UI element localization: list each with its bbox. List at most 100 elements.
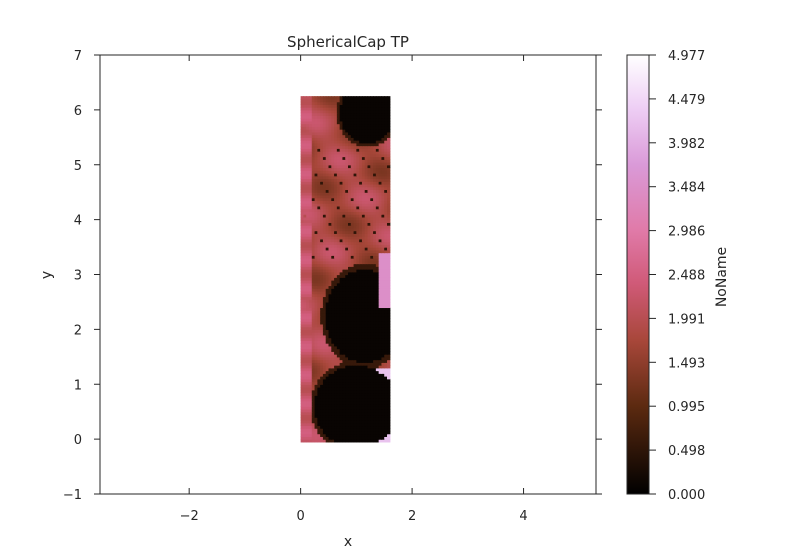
heatmap-cell — [336, 142, 341, 147]
heatmap-cell — [320, 299, 324, 303]
heatmap-cell — [320, 211, 324, 215]
heatmap-cell — [336, 397, 341, 402]
heatmap-cell — [356, 153, 360, 158]
heatmap-cell — [306, 332, 310, 336]
heatmap-cell — [317, 104, 321, 108]
heatmap-cell — [373, 178, 377, 182]
heatmap-cell — [350, 214, 355, 218]
heatmap-cell — [331, 354, 335, 358]
heatmap-cell — [314, 249, 318, 254]
heatmap-cell — [370, 321, 374, 325]
heatmap-cell — [387, 120, 391, 125]
heatmap-cell — [339, 118, 344, 122]
heatmap-cell — [300, 269, 305, 273]
heatmap-cell — [320, 255, 324, 259]
heatmap-cell — [364, 367, 369, 372]
heatmap-cell — [373, 354, 377, 358]
heatmap-cell — [339, 277, 344, 281]
heatmap-cell — [359, 279, 363, 284]
heatmap-cell — [375, 211, 380, 215]
heatmap-cell — [370, 365, 374, 369]
heatmap-cell — [387, 348, 391, 352]
heatmap-cell — [353, 183, 357, 188]
heatmap-cell — [364, 282, 369, 287]
heatmap-cell — [311, 356, 316, 361]
heatmap-cell — [303, 211, 307, 215]
heatmap-cell — [373, 378, 377, 383]
heatmap-cell — [353, 159, 357, 163]
heatmap-cell — [345, 301, 349, 306]
heatmap-cell — [384, 162, 388, 166]
heatmap-cell — [384, 247, 388, 251]
heatmap-cell — [361, 109, 366, 114]
heatmap-cell — [364, 244, 369, 248]
heatmap-cell — [322, 271, 327, 276]
heatmap-cell — [317, 340, 321, 344]
heatmap-cell — [320, 282, 324, 287]
heatmap-cell — [367, 378, 371, 383]
heatmap-cell — [373, 236, 377, 240]
heatmap-cell — [320, 365, 324, 369]
heatmap-cell — [348, 315, 352, 319]
heatmap-cell — [361, 356, 366, 361]
heatmap-cell — [328, 205, 332, 210]
heatmap-cell — [375, 373, 380, 377]
heatmap-cell — [370, 389, 374, 394]
heatmap-cell — [334, 137, 338, 141]
heatmap-cell — [306, 417, 310, 421]
heatmap-cell — [370, 351, 374, 355]
heatmap-cell — [339, 301, 344, 306]
heatmap-cell — [348, 194, 352, 199]
heatmap-cell — [308, 167, 313, 171]
heatmap-cell — [322, 408, 327, 413]
heatmap-cell — [364, 351, 369, 355]
heatmap-cell — [303, 356, 307, 361]
heatmap-cell — [336, 172, 341, 177]
heatmap-cell — [311, 216, 316, 221]
heatmap-cell — [353, 192, 357, 196]
heatmap-cell — [334, 326, 338, 330]
heatmap-cell — [381, 296, 385, 300]
heatmap-cell — [303, 219, 307, 223]
heatmap-cell — [367, 340, 371, 344]
heatmap-cell — [350, 312, 355, 317]
heatmap-cell — [317, 178, 321, 182]
heatmap-cell — [356, 134, 360, 138]
heatmap-cell — [356, 315, 360, 319]
heatmap-cell — [300, 241, 305, 245]
heatmap-cell — [364, 293, 369, 298]
heatmap-cell — [367, 194, 371, 199]
heatmap-cell — [350, 430, 355, 435]
heatmap-cell — [364, 227, 369, 232]
heatmap-cell — [308, 137, 313, 141]
heatmap-cell — [317, 334, 321, 339]
heatmap-cell — [342, 326, 346, 330]
heatmap-cell — [361, 175, 366, 180]
heatmap-cell — [384, 156, 388, 160]
heatmap-cell — [311, 255, 316, 259]
heatmap-cell — [303, 318, 307, 322]
heatmap-cell — [370, 162, 374, 166]
heatmap-cell — [325, 194, 330, 199]
heatmap-cell — [311, 288, 316, 292]
heatmap-cell — [361, 101, 366, 105]
heatmap-cell — [345, 414, 349, 418]
heatmap-cell — [364, 216, 369, 221]
heatmap-cell — [308, 230, 313, 234]
heatmap-cell — [317, 301, 321, 306]
heatmap-cell — [353, 172, 357, 177]
heatmap-cell — [370, 170, 374, 174]
heatmap-cell — [345, 123, 349, 127]
heatmap-cell — [387, 260, 391, 265]
heatmap-cell — [320, 230, 324, 234]
heatmap-cell — [356, 140, 360, 144]
heatmap-cell — [356, 129, 360, 133]
heatmap-cell — [359, 96, 363, 100]
heatmap-cell — [317, 175, 321, 180]
heatmap-cell — [387, 227, 391, 232]
heatmap-cell — [350, 189, 355, 193]
heatmap-cell — [303, 419, 307, 424]
heatmap-cell — [356, 225, 360, 229]
heatmap-cell — [328, 337, 332, 341]
heatmap-cell — [303, 425, 307, 429]
